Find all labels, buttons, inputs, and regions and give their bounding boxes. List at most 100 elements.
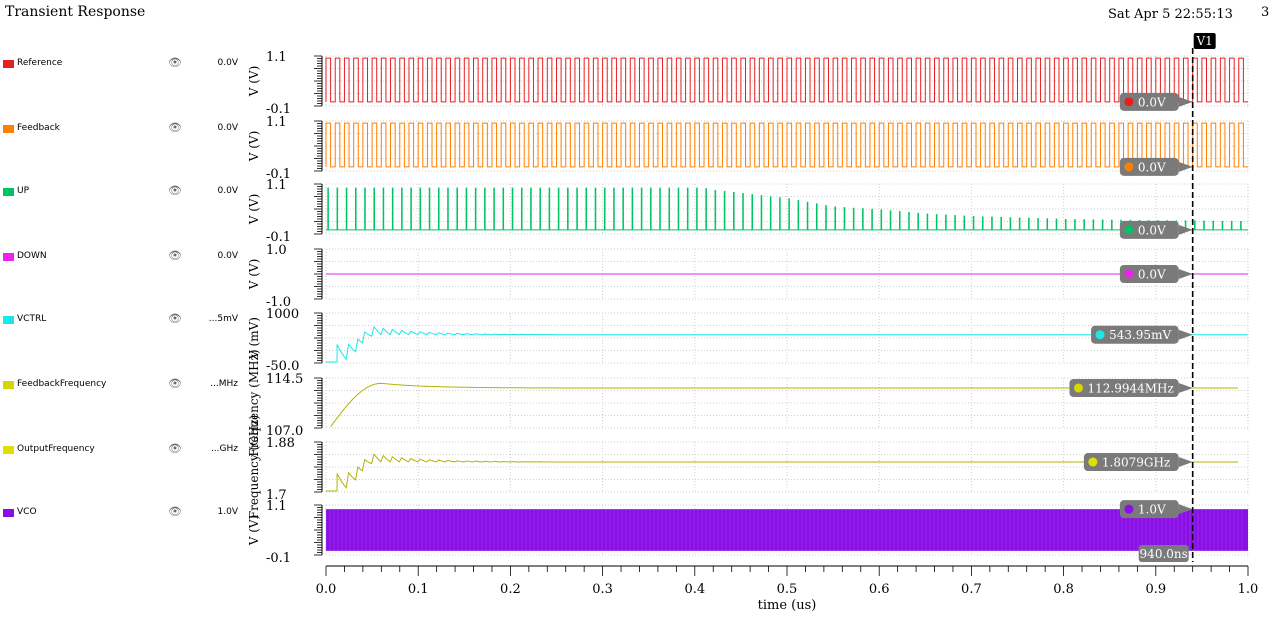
marker-dot <box>1124 97 1134 107</box>
cursor-marker-vco: 1.0V <box>1119 500 1193 519</box>
timestamp: Sat Apr 5 22:55:13 2025 <box>1108 7 1238 22</box>
legend-swatch <box>3 60 14 68</box>
panel-vco: 1.1 -0.1 V (V) 1.0V <box>247 499 1249 566</box>
y-max-label: 1.1 <box>266 178 287 193</box>
legend-swatch <box>3 316 14 324</box>
cursor-marker-vctrl: 543.95mV <box>1091 325 1193 344</box>
legend-swatch <box>3 253 14 261</box>
y-max-label: 1000 <box>266 307 299 322</box>
cursor-tag: V1 <box>1193 33 1216 49</box>
y-max-label: 1.1 <box>266 50 287 65</box>
y-axis-title: V (V) <box>247 194 261 226</box>
page-title: Transient Response <box>5 4 146 20</box>
eye-icon[interactable]: 👁 <box>168 121 182 134</box>
trace-reference <box>325 57 1248 103</box>
y-min-label: -1.0 <box>266 295 291 310</box>
legend-name: VCTRL <box>17 314 47 324</box>
legend-item-vco[interactable]: VCO 👁 1.0V <box>0 505 245 521</box>
legend-item-outputfrequency[interactable]: OutputFrequency 👁 ...GHz <box>0 442 245 458</box>
eye-icon[interactable]: 👁 <box>168 442 182 455</box>
marker-value: 1.8079GHz <box>1102 456 1170 470</box>
y-min-label: -50.0 <box>266 359 299 374</box>
x-axis: 0.0 0.1 0.2 0.3 0.4 0.5 0.6 0.7 0.8 0.9 1.0 time (u… <box>316 565 1259 613</box>
legend-name: OutputFrequency <box>17 444 95 454</box>
y-max-label: 1.1 <box>266 499 287 514</box>
cursor-name: V1 <box>1196 34 1213 48</box>
legend-item-down[interactable]: DOWN 👁 0.0V <box>0 249 245 265</box>
x-tick-label: 0.0 <box>316 582 337 597</box>
panel-feedbackfrequency: 114.5 107.0 Frequency (MHz) 112.9944MHz <box>247 349 1249 457</box>
x-tick-label: 0.4 <box>684 582 705 597</box>
marker-dot <box>1124 504 1134 514</box>
x-tick-label: 0.3 <box>592 582 613 597</box>
legend-name: Reference <box>17 58 63 68</box>
cursor-marker-up: 0.0V <box>1119 220 1193 239</box>
x-tick-label: 0.6 <box>869 582 890 597</box>
legend-value: ...MHz <box>210 379 238 389</box>
marker-value: 112.9944MHz <box>1087 382 1173 396</box>
cursor-marker-feedbackfrequency: 112.9944MHz <box>1069 379 1193 398</box>
legend-name: VCO <box>17 507 37 517</box>
marker-value: 1.0V <box>1138 503 1166 517</box>
eye-icon[interactable]: 👁 <box>168 249 182 262</box>
trace-feedback <box>325 122 1248 168</box>
trace-up <box>326 187 1248 231</box>
panel-up: 1.1 -0.1 V (V) 0.0V <box>247 178 1249 245</box>
legend-swatch <box>3 381 14 389</box>
legend-item-feedback[interactable]: Feedback 👁 0.0V <box>0 121 245 137</box>
legend-value: 1.0V <box>217 507 238 517</box>
y-axis-title: V (mV) <box>247 317 261 360</box>
legend-swatch <box>3 125 14 133</box>
cursor-time-label: 940.0ns <box>1138 545 1189 562</box>
marker-dot <box>1124 225 1134 235</box>
y-max-label: 1.0 <box>266 243 287 258</box>
eye-icon[interactable]: 👁 <box>168 184 182 197</box>
eye-icon[interactable]: 👁 <box>168 377 182 390</box>
y-max-label: 1.88 <box>266 436 295 451</box>
panel-down: 1.0 -1.0 V (V) 0.0V <box>247 243 1249 310</box>
x-tick-label: 0.1 <box>408 582 429 597</box>
x-axis-title: time (us) <box>758 598 817 613</box>
cursor-marker-reference: 0.0V <box>1119 92 1193 111</box>
x-tick-label: 0.9 <box>1145 582 1166 597</box>
legend-item-reference[interactable]: Reference 👁 0.0V <box>0 56 245 72</box>
marker-value: 0.0V <box>1138 223 1166 237</box>
panel-grid <box>325 183 1249 235</box>
trace-vco <box>326 509 1248 551</box>
legend-name: Feedback <box>17 123 60 133</box>
legend-item-vctrl[interactable]: VCTRL 👁 ...5mV <box>0 312 245 328</box>
panel-feedback: 1.1 -0.1 V (V) 0.0V <box>247 115 1249 182</box>
y-axis-title: V (V) <box>247 515 261 547</box>
panel-outputfrequency: 1.88 1.7 Frequency (GHz) 1.8079GHz <box>247 415 1249 519</box>
eye-icon[interactable]: 👁 <box>168 505 182 518</box>
marker-dot <box>1124 269 1134 279</box>
marker-value: 0.0V <box>1138 160 1166 174</box>
panel-vctrl: 1000 -50.0 V (mV) 543.95mV <box>247 307 1249 374</box>
eye-icon[interactable]: 👁 <box>168 312 182 325</box>
x-tick-label: 1.0 <box>1238 582 1259 597</box>
y-min-label: -0.1 <box>266 102 291 117</box>
cursor-time-value: 940.0ns <box>1140 547 1188 561</box>
y-axis-title: V (V) <box>247 131 261 163</box>
legend-value: 0.0V <box>217 58 238 68</box>
legend-swatch <box>3 446 14 454</box>
marker-dot <box>1124 162 1134 172</box>
panel-reference: 1.1 -0.1 V (V) 0.0V <box>247 50 1249 117</box>
eye-icon[interactable]: 👁 <box>168 56 182 69</box>
legend-swatch <box>3 509 14 517</box>
x-tick-label: 0.2 <box>500 582 521 597</box>
y-min-label: 1.7 <box>266 488 287 503</box>
legend-name: FeedbackFrequency <box>17 379 107 389</box>
legend-name: UP <box>17 186 30 196</box>
legend-item-up[interactable]: UP 👁 0.0V <box>0 184 245 200</box>
legend-item-feedbackfrequency[interactable]: FeedbackFrequency 👁 ...MHz <box>0 377 245 393</box>
cursor-marker-feedback: 0.0V <box>1119 157 1193 176</box>
x-tick-label: 0.8 <box>1053 582 1074 597</box>
legend-value: 0.0V <box>217 186 238 196</box>
y-axis-title: Frequency (GHz) <box>247 415 261 519</box>
x-tick-label: 0.5 <box>777 582 798 597</box>
y-axis-title: Frequency (MHz) <box>247 349 261 456</box>
y-max-label: 114.5 <box>266 372 303 387</box>
legend-value: ...GHz <box>210 444 238 454</box>
